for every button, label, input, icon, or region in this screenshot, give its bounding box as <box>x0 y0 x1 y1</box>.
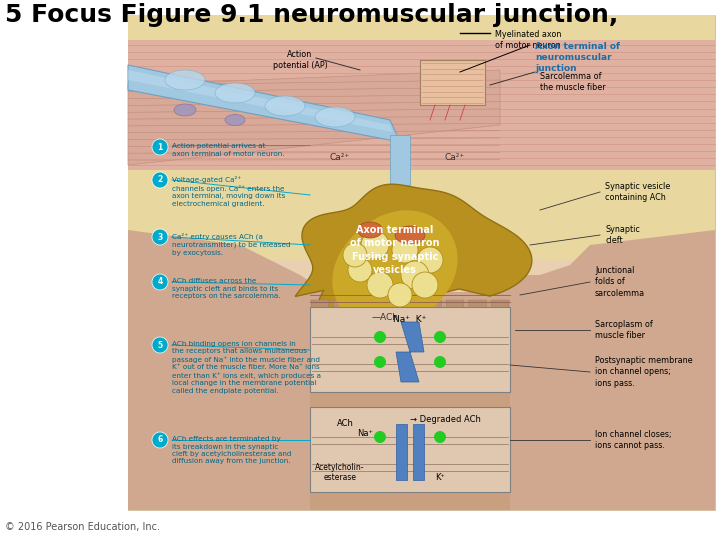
Text: Na⁺  K⁺: Na⁺ K⁺ <box>393 315 427 325</box>
Text: Na⁺: Na⁺ <box>357 429 373 438</box>
Circle shape <box>412 272 438 298</box>
Polygon shape <box>446 300 464 350</box>
Circle shape <box>152 229 168 245</box>
Circle shape <box>343 243 367 267</box>
Circle shape <box>374 331 386 343</box>
Polygon shape <box>333 211 458 329</box>
Text: Synaptic
cleft: Synaptic cleft <box>605 225 640 245</box>
Text: 1: 1 <box>158 143 163 152</box>
Bar <box>310 407 510 492</box>
Circle shape <box>361 231 389 259</box>
Polygon shape <box>469 300 487 350</box>
Text: Voltage-gated Ca²⁺
channels open. Ca²⁺ enters the
axon terminal, moving down its: Voltage-gated Ca²⁺ channels open. Ca²⁺ e… <box>172 176 285 207</box>
Ellipse shape <box>315 107 355 127</box>
Circle shape <box>348 258 372 282</box>
Text: Ion channel closes;
ions cannot pass.: Ion channel closes; ions cannot pass. <box>595 430 672 450</box>
Circle shape <box>152 139 168 155</box>
Ellipse shape <box>358 222 382 238</box>
Text: Synaptic vesicle
containing ACh: Synaptic vesicle containing ACh <box>605 182 670 202</box>
Circle shape <box>434 356 446 368</box>
Text: —ACh: —ACh <box>372 314 398 322</box>
Text: 2: 2 <box>158 176 163 185</box>
Polygon shape <box>311 300 329 350</box>
Polygon shape <box>491 300 509 350</box>
Ellipse shape <box>201 90 219 100</box>
Text: Ca²⁺: Ca²⁺ <box>330 153 350 163</box>
Bar <box>420 60 485 105</box>
Text: Ca²⁺ entry causes ACh (a
neurotransmitter) to be released
by exocytosis.: Ca²⁺ entry causes ACh (a neurotransmitte… <box>172 233 291 256</box>
Text: ACh binding opens ion channels in
the receptors that allows multaneous
passage o: ACh binding opens ion channels in the re… <box>172 341 321 394</box>
Ellipse shape <box>225 114 245 125</box>
Polygon shape <box>128 70 392 132</box>
Text: Axon terminal
of motor neuron
Fusing synaptic
vesicles: Axon terminal of motor neuron Fusing syn… <box>350 225 440 275</box>
Polygon shape <box>128 65 400 142</box>
Circle shape <box>152 337 168 353</box>
Circle shape <box>152 274 168 290</box>
Polygon shape <box>423 300 441 350</box>
Ellipse shape <box>165 70 205 90</box>
Text: 5: 5 <box>158 341 163 349</box>
Text: Sarcolemma of
the muscle fiber: Sarcolemma of the muscle fiber <box>540 72 606 92</box>
Polygon shape <box>396 322 424 382</box>
Text: ACh: ACh <box>336 420 354 429</box>
Text: 3: 3 <box>158 233 163 241</box>
Text: Action potential arrives at
axon terminal of motor neuron.: Action potential arrives at axon termina… <box>172 143 284 157</box>
Circle shape <box>434 331 446 343</box>
Polygon shape <box>295 184 532 337</box>
Circle shape <box>434 431 446 443</box>
Circle shape <box>152 172 168 188</box>
Circle shape <box>417 247 443 273</box>
Ellipse shape <box>215 83 255 103</box>
Circle shape <box>388 283 412 307</box>
Circle shape <box>367 272 393 298</box>
Circle shape <box>374 431 386 443</box>
Circle shape <box>392 237 418 263</box>
Text: Acetylcholin-
esterase: Acetylcholin- esterase <box>315 463 365 482</box>
Text: 4: 4 <box>158 278 163 287</box>
Circle shape <box>401 261 429 289</box>
Polygon shape <box>128 15 715 260</box>
Text: → Degraded ACh: → Degraded ACh <box>410 415 481 424</box>
Text: ACh diffuses across the
synaptic cleft and binds to its
receptors on the sarcole: ACh diffuses across the synaptic cleft a… <box>172 278 281 299</box>
Polygon shape <box>390 135 410 185</box>
Text: Postsynaptic membrane
ion channel opens;
ions pass.: Postsynaptic membrane ion channel opens;… <box>595 356 693 388</box>
Text: Myelinated axon
of motor neuron: Myelinated axon of motor neuron <box>495 30 562 50</box>
Ellipse shape <box>265 96 305 116</box>
Polygon shape <box>333 300 351 350</box>
Polygon shape <box>401 300 419 350</box>
Text: ACh effects are terminated by
its breakdown in the synaptic
cleft by acetylcholi: ACh effects are terminated by its breakd… <box>172 436 292 464</box>
Polygon shape <box>379 300 397 350</box>
Text: Junctional
folds of
sarcolemma: Junctional folds of sarcolemma <box>595 266 645 298</box>
Text: Sarcoplasm of
muscle fiber: Sarcoplasm of muscle fiber <box>595 320 653 340</box>
Polygon shape <box>396 424 407 480</box>
Text: K⁺: K⁺ <box>435 473 445 482</box>
Text: Axon terminal of
neuromuscular
junction: Axon terminal of neuromuscular junction <box>535 42 620 73</box>
Bar <box>310 307 510 392</box>
Text: 5 Focus Figure 9.1 neuromuscular junction,: 5 Focus Figure 9.1 neuromuscular junctio… <box>5 3 618 27</box>
Circle shape <box>152 432 168 448</box>
Polygon shape <box>413 424 424 480</box>
Polygon shape <box>128 70 500 165</box>
Circle shape <box>374 356 386 368</box>
Text: Ca²⁺: Ca²⁺ <box>445 153 465 163</box>
Polygon shape <box>128 40 715 170</box>
Text: 6: 6 <box>158 435 163 444</box>
Bar <box>128 15 715 510</box>
Ellipse shape <box>395 226 425 244</box>
Ellipse shape <box>174 104 196 116</box>
Text: © 2016 Pearson Education, Inc.: © 2016 Pearson Education, Inc. <box>5 522 160 532</box>
Polygon shape <box>356 300 374 350</box>
Polygon shape <box>128 230 715 510</box>
Polygon shape <box>310 300 510 510</box>
Text: Action
potential (AP): Action potential (AP) <box>273 50 328 70</box>
